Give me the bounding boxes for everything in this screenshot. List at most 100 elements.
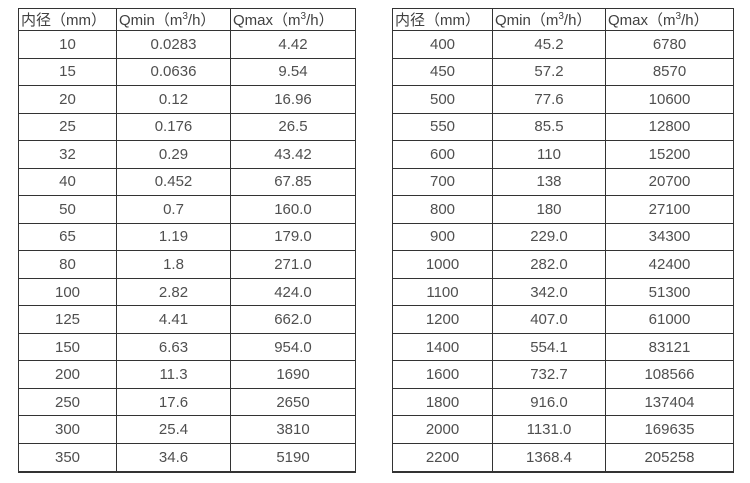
header-qmin-pre: Qmin（m: [119, 12, 183, 29]
diameter-cell: 10: [18, 30, 117, 59]
diameter-cell: 450: [392, 57, 493, 87]
qmin-cell: 34.6: [116, 442, 231, 473]
qmin-cell: 4.41: [116, 305, 231, 334]
table-row: 100 2.82 424.0: [18, 277, 356, 307]
table-row: 2200 1368.4 205258: [392, 442, 734, 473]
qmax-cell: 662.0: [230, 305, 356, 334]
table-body: 400 45.2 6780 450 57.2 8570 500 77.6 10600 550 85.…: [392, 30, 734, 473]
table-row: 550 85.5 12800: [392, 112, 734, 142]
table-row: 500 77.6 10600: [392, 85, 734, 114]
diameter-cell: 40: [18, 167, 117, 197]
qmin-cell: 6.63: [116, 332, 231, 362]
table-row: 700 138 20700: [392, 167, 734, 197]
header-qmax-post: /h）: [306, 12, 334, 29]
qmax-cell: 42400: [605, 250, 734, 279]
header-qmax-sup: 3: [675, 11, 682, 22]
header-diameter: 内径（mm）: [392, 8, 493, 31]
qmin-cell: 407.0: [492, 305, 606, 334]
diameter-cell: 1000: [392, 250, 493, 279]
header-qmin: Qmin（m3/h）: [492, 8, 606, 31]
qmin-cell: 0.176: [116, 112, 231, 142]
qmax-cell: 3810: [230, 415, 356, 444]
qmax-cell: 271.0: [230, 250, 356, 279]
table-row: 900 229.0 34300: [392, 222, 734, 252]
header-qmax-sup: 3: [300, 11, 307, 22]
qmax-cell: 83121: [605, 332, 734, 362]
diameter-cell: 300: [18, 415, 117, 444]
diameter-cell: 1100: [392, 277, 493, 307]
table-row: 1100 342.0 51300: [392, 277, 734, 307]
qmin-cell: 25.4: [116, 415, 231, 444]
qmax-cell: 1690: [230, 360, 356, 389]
table-row: 400 45.2 6780: [392, 30, 734, 59]
diameter-cell: 1600: [392, 360, 493, 389]
header-qmax-pre: Qmax（m: [233, 12, 301, 29]
qmin-cell: 554.1: [492, 332, 606, 362]
qmin-cell: 1131.0: [492, 415, 606, 444]
table-row: 2000 1131.0 169635: [392, 415, 734, 444]
qmin-cell: 1.8: [116, 250, 231, 279]
qmin-cell: 0.0636: [116, 57, 231, 87]
diameter-cell: 250: [18, 387, 117, 417]
qmax-cell: 179.0: [230, 222, 356, 252]
qmax-cell: 160.0: [230, 195, 356, 224]
table-body: 10 0.0283 4.42 15 0.0636 9.54 20 0.12 16.96 25 0.1…: [18, 30, 356, 473]
qmin-cell: 1.19: [116, 222, 231, 252]
table-row: 125 4.41 662.0: [18, 305, 356, 334]
table-row: 200 11.3 1690: [18, 360, 356, 389]
qmax-cell: 8570: [605, 57, 734, 87]
qmax-cell: 27100: [605, 195, 734, 224]
diameter-cell: 100: [18, 277, 117, 307]
qmax-cell: 15200: [605, 140, 734, 169]
table-header-row: 内径（mm） Qmin（m3/h） Qmax（m3/h）: [392, 8, 734, 31]
qmax-cell: 424.0: [230, 277, 356, 307]
qmax-cell: 4.42: [230, 30, 356, 59]
diameter-cell: 500: [392, 85, 493, 114]
header-qmax-post: /h）: [681, 12, 709, 29]
qmin-cell: 0.12: [116, 85, 231, 114]
table-row: 50 0.7 160.0: [18, 195, 356, 224]
qmin-cell: 732.7: [492, 360, 606, 389]
table-row: 20 0.12 16.96: [18, 85, 356, 114]
qmin-cell: 180: [492, 195, 606, 224]
qmax-cell: 26.5: [230, 112, 356, 142]
header-qmax: Qmax（m3/h）: [230, 8, 356, 31]
qmax-cell: 67.85: [230, 167, 356, 197]
table-row: 300 25.4 3810: [18, 415, 356, 444]
qmax-cell: 9.54: [230, 57, 356, 87]
qmax-cell: 20700: [605, 167, 734, 197]
qmin-cell: 0.0283: [116, 30, 231, 59]
flow-table-large-diameters: 内径（mm） Qmin（m3/h） Qmax（m3/h） 400 45.2 6780…: [392, 8, 734, 473]
diameter-cell: 900: [392, 222, 493, 252]
table-row: 15 0.0636 9.54: [18, 57, 356, 87]
qmin-cell: 1368.4: [492, 442, 606, 473]
diameter-cell: 80: [18, 250, 117, 279]
qmax-cell: 51300: [605, 277, 734, 307]
header-qmax-pre: Qmax（m: [608, 12, 676, 29]
qmin-cell: 17.6: [116, 387, 231, 417]
qmax-cell: 43.42: [230, 140, 356, 169]
header-qmin: Qmin（m3/h）: [116, 8, 231, 31]
diameter-cell: 15: [18, 57, 117, 87]
qmin-cell: 229.0: [492, 222, 606, 252]
table-row: 1200 407.0 61000: [392, 305, 734, 334]
qmin-cell: 57.2: [492, 57, 606, 87]
table-row: 800 180 27100: [392, 195, 734, 224]
diameter-cell: 50: [18, 195, 117, 224]
qmin-cell: 77.6: [492, 85, 606, 114]
diameter-cell: 400: [392, 30, 493, 59]
table-row: 80 1.8 271.0: [18, 250, 356, 279]
qmax-cell: 108566: [605, 360, 734, 389]
header-qmax: Qmax（m3/h）: [605, 8, 734, 31]
qmax-cell: 10600: [605, 85, 734, 114]
table-row: 40 0.452 67.85: [18, 167, 356, 197]
table-row: 250 17.6 2650: [18, 387, 356, 417]
diameter-cell: 200: [18, 360, 117, 389]
qmax-cell: 2650: [230, 387, 356, 417]
diameter-cell: 125: [18, 305, 117, 334]
qmin-cell: 110: [492, 140, 606, 169]
diameter-cell: 2000: [392, 415, 493, 444]
header-qmin-pre: Qmin（m: [495, 12, 559, 29]
table-row: 450 57.2 8570: [392, 57, 734, 87]
diameter-cell: 32: [18, 140, 117, 169]
